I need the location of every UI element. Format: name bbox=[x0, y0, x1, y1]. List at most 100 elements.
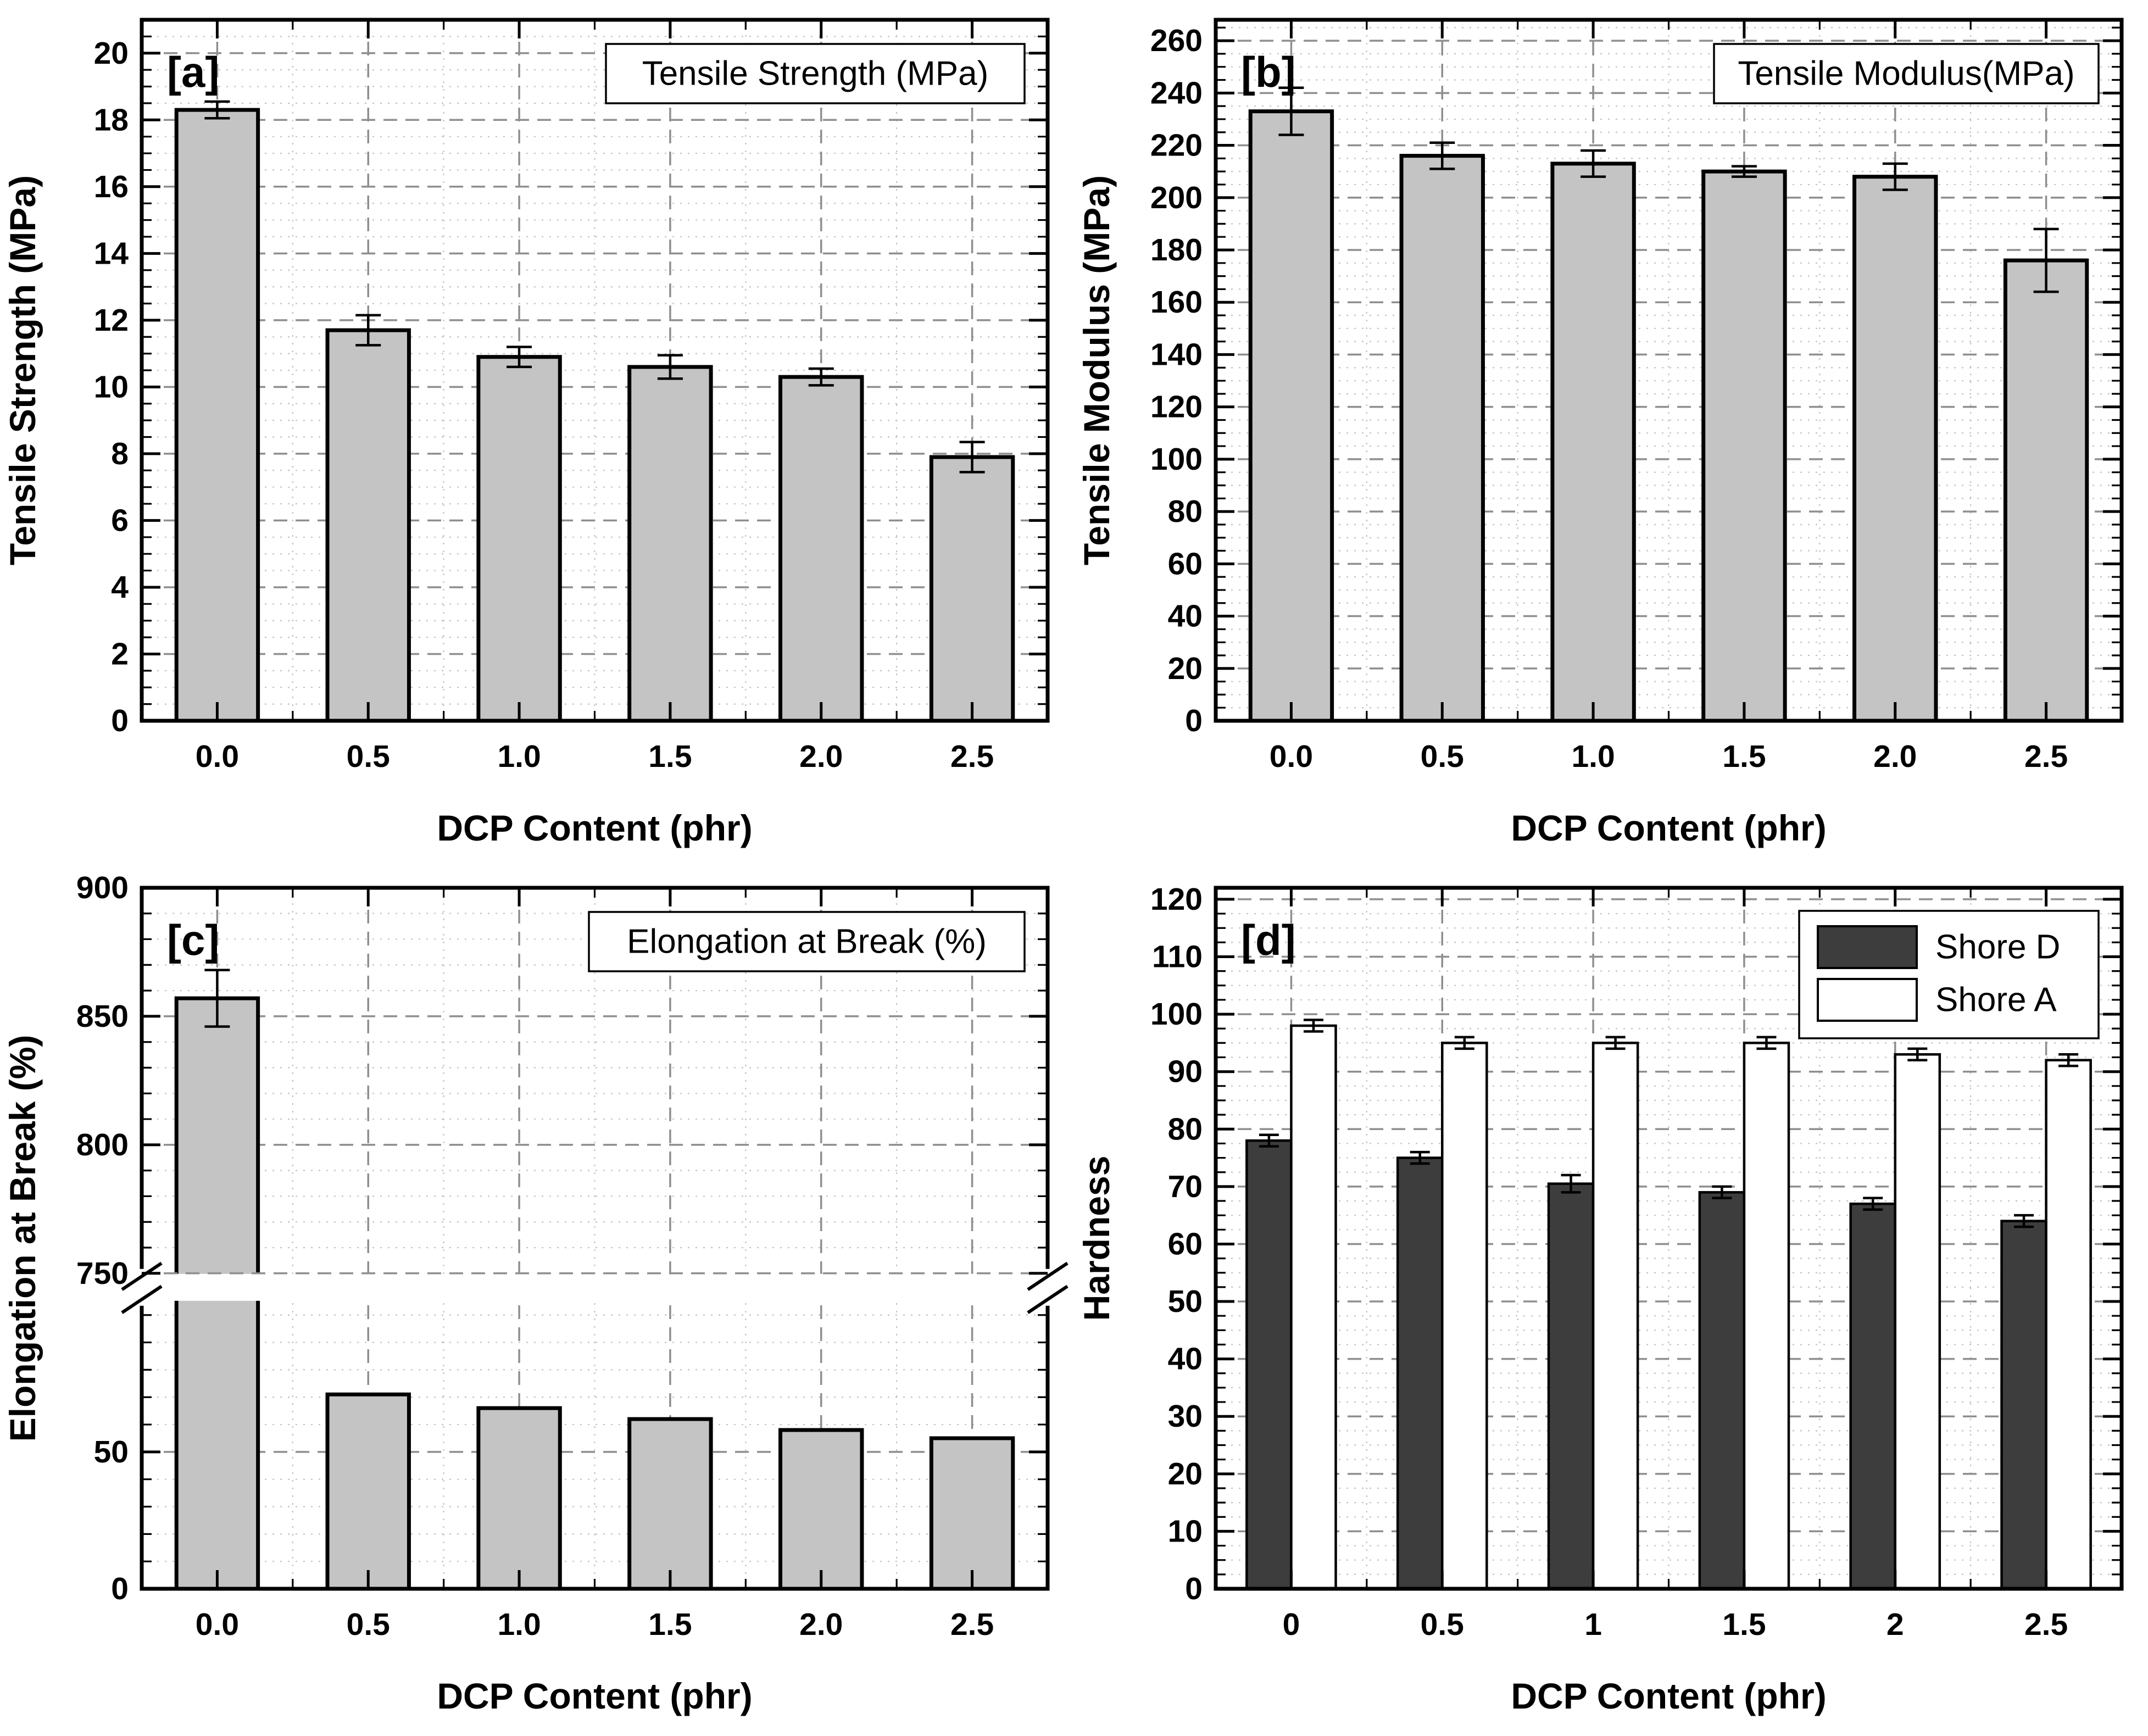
chart-text: 60 bbox=[1168, 1226, 1203, 1261]
bar bbox=[1698, 1191, 1746, 1590]
chart-text: 2.0 bbox=[799, 739, 843, 774]
bar bbox=[1547, 1182, 1595, 1590]
panel-a-chart: 0 2 4 6 8 10 12 14 16 18 20 0.0 0.5 1.0 1.5 2.0 2.5 Tensi… bbox=[2, 18, 1050, 848]
chart-text: 140 bbox=[1150, 337, 1203, 372]
axis-break-band bbox=[144, 1273, 1045, 1301]
chart-text: 0.5 bbox=[1421, 1607, 1464, 1642]
chart-text: 800 bbox=[76, 1127, 129, 1162]
grid-lines bbox=[142, 888, 1048, 1589]
bar bbox=[1290, 1024, 1337, 1590]
chart-text: DCP Content (phr) bbox=[437, 1676, 752, 1716]
axis-break-mark bbox=[121, 1284, 163, 1314]
bar bbox=[476, 355, 562, 723]
bar bbox=[1591, 1042, 1639, 1590]
chart-text: 2.5 bbox=[950, 739, 994, 774]
chart-text: 20 bbox=[1168, 1456, 1203, 1492]
chart-text: 1.0 bbox=[497, 1607, 541, 1642]
axis-break-overlay bbox=[142, 1272, 1048, 1301]
chart-text: 2.0 bbox=[799, 1607, 843, 1642]
chart-text: Hardness bbox=[1076, 1156, 1117, 1321]
bar bbox=[1441, 1042, 1488, 1590]
bar bbox=[1248, 109, 1334, 723]
bar bbox=[627, 1417, 713, 1591]
chart-text: 0 bbox=[1283, 1607, 1300, 1642]
chart-text: 220 bbox=[1150, 128, 1203, 163]
chart-text: 50 bbox=[1168, 1284, 1203, 1319]
axis-frame-and-ticks bbox=[140, 18, 1050, 723]
error-bars bbox=[204, 969, 230, 1028]
bar bbox=[627, 365, 713, 723]
bars-group bbox=[1245, 1024, 2092, 1590]
chart-text: 30 bbox=[1168, 1399, 1203, 1434]
chart-text: 1.5 bbox=[1722, 739, 1766, 774]
chart-text: 8 bbox=[111, 436, 129, 471]
bar bbox=[1396, 1156, 1444, 1590]
chart-text: 2.5 bbox=[2024, 1607, 2068, 1642]
chart-text: [d] bbox=[1241, 916, 1296, 964]
chart-text: 900 bbox=[76, 870, 129, 905]
axis-labels: 0 20 40 60 80 100 120 140 160 180 200 220 240 260 0.0 0… bbox=[1076, 23, 2100, 848]
error-bars bbox=[1278, 86, 2059, 293]
legend: Shore D Shore A bbox=[1798, 910, 2100, 1039]
chart-text: 0.0 bbox=[1270, 739, 1313, 774]
chart-text: 1.0 bbox=[497, 739, 541, 774]
chart-text: [c] bbox=[167, 916, 219, 964]
panel-b-chart: 0 20 40 60 80 100 120 140 160 180 200 220 240 260 0.0 0… bbox=[1076, 18, 2124, 848]
chart-text: 0.5 bbox=[1421, 739, 1464, 774]
panel-d-chart: 0 10 20 30 40 50 60 70 80 90 100 110 120 0 0.5 1 1.5 2 2.5… bbox=[1076, 882, 2124, 1716]
grid-lines bbox=[142, 20, 1048, 721]
chart-text: 180 bbox=[1150, 232, 1203, 268]
chart-text: 2.5 bbox=[950, 1607, 994, 1642]
plot-frame bbox=[140, 886, 1050, 1591]
chart-text: Tensile Modulus(MPa) bbox=[1738, 55, 2074, 93]
bars-group bbox=[174, 108, 1015, 723]
chart-text: 160 bbox=[1150, 285, 1203, 320]
chart-text: 16 bbox=[94, 169, 129, 204]
axis-break-mark bbox=[1027, 1261, 1069, 1291]
chart-text: 1.5 bbox=[648, 1607, 692, 1642]
chart-text: 90 bbox=[1168, 1054, 1203, 1089]
chart-text: 1.0 bbox=[1571, 739, 1615, 774]
chart-text: 6 bbox=[111, 503, 129, 538]
bar bbox=[1550, 162, 1636, 723]
chart-text: 14 bbox=[94, 236, 129, 271]
bar bbox=[929, 455, 1015, 723]
chart-text: DCP Content (phr) bbox=[1511, 808, 1826, 848]
panel-c-chart: 0 50 750 800 850 900 0.0 0.5 1.0 1.5 2.0 2.5 Elongat… bbox=[2, 870, 1069, 1716]
title-box bbox=[588, 911, 1026, 972]
bar bbox=[1852, 175, 1938, 723]
title-box bbox=[605, 43, 1026, 104]
chart-text: Tensile Strength (MPa) bbox=[2, 175, 43, 565]
bar bbox=[2045, 1059, 2092, 1590]
bars-group bbox=[174, 996, 1015, 1591]
panel-a-tensile-strength: 0 2 4 6 8 10 12 14 16 18 20 0.0 0.5 1.0 1.5 2.0 2.5 Tensi… bbox=[0, 0, 1074, 868]
chart-text: 4 bbox=[111, 570, 129, 605]
chart-text: 110 bbox=[1152, 939, 1203, 975]
bar bbox=[1743, 1042, 1790, 1590]
bar bbox=[1894, 1053, 1941, 1590]
chart-text: DCP Content (phr) bbox=[437, 808, 752, 848]
chart-text: [a] bbox=[167, 48, 219, 96]
chart-text: Shore A bbox=[1935, 981, 2057, 1019]
bar bbox=[1399, 154, 1485, 723]
chart-text: 80 bbox=[1168, 1111, 1203, 1147]
error-bars bbox=[1259, 1019, 2079, 1228]
axis-frame-and-ticks bbox=[1214, 886, 2124, 1591]
chart-text: 70 bbox=[1168, 1169, 1203, 1204]
axis-frame-and-ticks bbox=[121, 886, 1069, 1591]
chart-text: 10 bbox=[1168, 1514, 1203, 1549]
chart-text: Elongation at Break (%) bbox=[2, 1035, 43, 1442]
chart-text: 40 bbox=[1168, 1342, 1203, 1377]
chart-text: 2.5 bbox=[2024, 739, 2068, 774]
chart-text: 12 bbox=[94, 303, 129, 338]
chart-text: 0.0 bbox=[196, 739, 239, 774]
bar bbox=[2003, 258, 2089, 723]
chart-text: 40 bbox=[1168, 599, 1203, 634]
chart-text: Tensile Modulus (MPa) bbox=[1076, 175, 1117, 565]
chart-text: 2.0 bbox=[1873, 739, 1917, 774]
chart-text: 0.0 bbox=[196, 1607, 239, 1642]
axis-labels: 0 50 750 800 850 900 0.0 0.5 1.0 1.5 2.0 2.5 Elongat… bbox=[2, 870, 1026, 1716]
chart-text: 240 bbox=[1150, 75, 1203, 110]
chart-text: 100 bbox=[1150, 442, 1203, 477]
